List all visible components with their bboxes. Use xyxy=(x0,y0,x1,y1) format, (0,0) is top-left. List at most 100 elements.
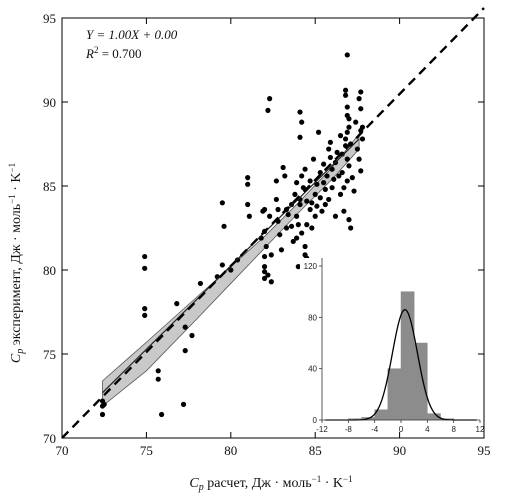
data-point xyxy=(295,222,301,228)
data-point xyxy=(246,213,252,219)
data-point xyxy=(339,169,345,176)
data-point xyxy=(299,119,305,125)
histogram-bar xyxy=(413,342,428,421)
y-tick-label: 95 xyxy=(43,11,56,26)
data-point xyxy=(309,225,315,231)
data-point xyxy=(337,133,344,139)
data-point xyxy=(342,136,349,142)
data-point xyxy=(261,264,268,270)
data-point xyxy=(329,185,335,191)
equation-annotation: Y = 1.00X + 0.00 xyxy=(86,27,178,42)
y-tick-label: 75 xyxy=(43,347,56,362)
data-point xyxy=(267,96,273,102)
data-point xyxy=(307,206,313,213)
data-point xyxy=(221,223,227,229)
data-point xyxy=(267,213,273,219)
data-point xyxy=(344,104,350,110)
r2-superscript: 2 xyxy=(94,45,99,55)
data-point xyxy=(314,203,320,209)
x-tick-label: 95 xyxy=(478,443,491,458)
data-point xyxy=(265,272,271,278)
x-tick-label: 75 xyxy=(140,443,153,458)
data-point xyxy=(344,129,350,135)
inset-x-tick-label: 0 xyxy=(399,425,404,434)
data-point xyxy=(356,156,362,162)
y-tick-label: 85 xyxy=(43,179,56,194)
inset-y-tick-label: 80 xyxy=(308,313,317,322)
data-point xyxy=(317,169,323,176)
y-tick-label: 90 xyxy=(43,95,56,110)
data-point xyxy=(349,175,355,181)
data-point xyxy=(245,181,251,187)
data-point xyxy=(278,247,285,253)
data-point xyxy=(142,265,148,271)
data-point xyxy=(288,223,295,229)
data-point xyxy=(353,119,359,125)
data-point xyxy=(315,129,322,135)
data-point xyxy=(346,163,352,169)
data-point xyxy=(245,175,251,181)
data-point xyxy=(337,191,344,197)
data-point xyxy=(300,185,306,191)
plot-frame xyxy=(61,17,485,439)
data-point xyxy=(294,213,300,219)
r2-value: = 0.700 xyxy=(98,46,141,61)
data-point xyxy=(327,154,333,161)
data-point xyxy=(324,173,330,179)
data-point xyxy=(356,96,362,102)
data-point xyxy=(359,124,366,130)
data-point xyxy=(219,200,225,206)
data-point xyxy=(155,368,161,374)
data-point xyxy=(155,376,161,382)
x-tick-label: 70 xyxy=(56,443,69,458)
data-point xyxy=(180,401,187,407)
inset-x-tick-label: 8 xyxy=(451,425,456,434)
data-point xyxy=(101,401,107,407)
data-point xyxy=(314,181,320,187)
data-point xyxy=(292,191,298,197)
data-point xyxy=(348,225,354,231)
data-point xyxy=(197,280,204,287)
inset-y-tick-label: 40 xyxy=(308,365,317,374)
data-point xyxy=(142,253,148,260)
inset-x-tick-label: -4 xyxy=(371,425,379,434)
data-point xyxy=(319,208,325,214)
data-point xyxy=(297,134,303,140)
data-point xyxy=(245,201,251,208)
data-point xyxy=(309,200,315,206)
data-point xyxy=(297,201,303,208)
y-axis-label: Cp эксперимент, Дж · моль−1 · K−1 xyxy=(7,163,26,363)
data-point xyxy=(321,161,327,167)
data-point xyxy=(322,186,328,192)
data-point xyxy=(346,124,352,130)
data-point xyxy=(310,156,317,162)
data-point xyxy=(268,279,274,285)
data-point xyxy=(326,196,332,203)
x-axis-label: Cp расчет, Дж · моль−1 · K−1 xyxy=(189,474,352,493)
data-point xyxy=(295,264,301,270)
data-point xyxy=(182,348,188,354)
data-point xyxy=(336,173,342,179)
x-tick-label: 90 xyxy=(393,443,406,458)
inset-x-tick-label: -12 xyxy=(316,425,328,434)
data-point xyxy=(302,243,308,250)
y-tick-label: 80 xyxy=(43,263,56,278)
data-point xyxy=(344,112,350,119)
data-point xyxy=(261,275,268,281)
data-point xyxy=(288,201,295,208)
x-tick-label: 80 xyxy=(224,443,237,458)
data-point xyxy=(351,188,357,194)
data-point xyxy=(290,238,296,245)
data-point xyxy=(283,225,290,231)
regression-lines-layer xyxy=(61,7,485,439)
data-point xyxy=(344,52,350,58)
data-point xyxy=(299,230,305,236)
identity-dashed-line xyxy=(61,7,485,439)
data-point xyxy=(317,195,323,201)
data-point xyxy=(358,106,364,112)
data-point xyxy=(342,87,349,93)
inset-x-tick-label: -8 xyxy=(345,425,353,434)
data-point xyxy=(285,211,291,218)
data-point xyxy=(358,168,364,174)
